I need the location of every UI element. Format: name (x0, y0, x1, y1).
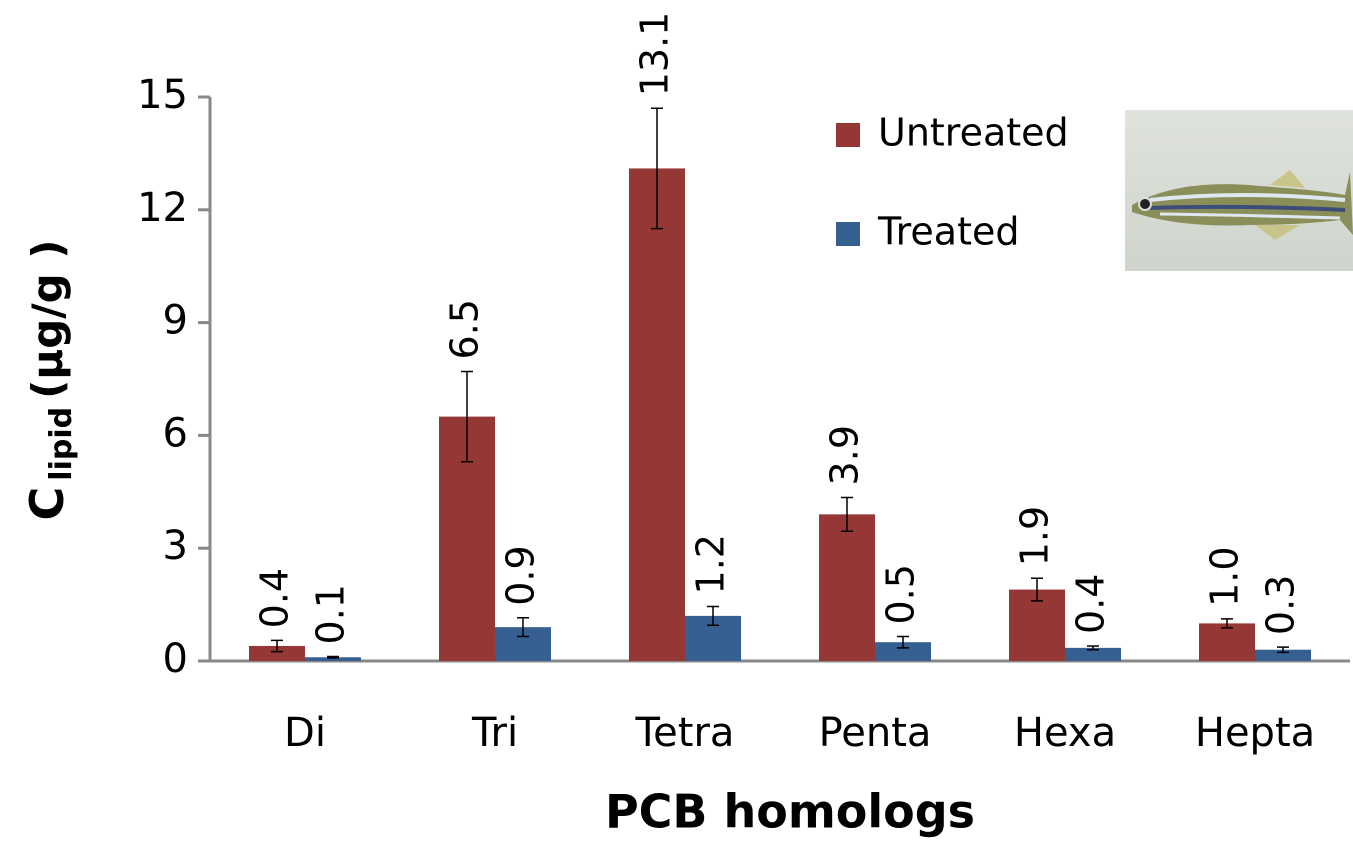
error-bar (1277, 646, 1289, 654)
bar (875, 642, 931, 661)
y-title-subscript: lipid (44, 407, 79, 481)
y-tick-label: 3 (163, 523, 188, 569)
fish-fin (1255, 225, 1300, 240)
error-bar (517, 617, 529, 638)
x-tick-label: Tetra (635, 710, 735, 756)
fish-photo (1125, 110, 1353, 271)
error-bar (1087, 645, 1099, 651)
data-label: 6.5 (443, 299, 487, 359)
error-bar (1031, 577, 1043, 602)
fish-stripe (1149, 193, 1346, 202)
x-tick-label: Hexa (1014, 710, 1116, 756)
data-label: 1.2 (689, 534, 733, 594)
bar (1255, 649, 1311, 661)
data-label: 0.1 (309, 584, 353, 644)
fish-body (1132, 172, 1353, 235)
data-label: 1.0 (1203, 546, 1247, 606)
legend-label: Treated (877, 210, 1019, 254)
error-bar (271, 639, 283, 653)
fish-stripe (1159, 212, 1341, 220)
fish-fin (1270, 170, 1305, 188)
error-bar (1221, 618, 1233, 629)
bar (629, 168, 685, 661)
data-label: 3.9 (823, 425, 867, 485)
error-bar (841, 496, 853, 533)
error-bar (327, 655, 339, 659)
x-tick-label: Di (284, 710, 326, 756)
y-tick-label: 6 (163, 410, 188, 456)
bar (1199, 623, 1255, 661)
legend-swatch (836, 222, 860, 246)
y-title-unit: (µg/g ) (23, 240, 72, 399)
legend-label: Untreated (878, 111, 1069, 155)
data-label: 0.5 (879, 564, 923, 624)
data-label: 0.4 (253, 568, 297, 628)
data-label: 0.9 (499, 545, 543, 605)
error-bar (897, 635, 909, 649)
y-title-main: C (20, 487, 74, 521)
y-tick-label: 0 (163, 636, 188, 682)
y-tick-label: 15 (137, 72, 188, 118)
x-tick-label: Tri (471, 710, 518, 756)
y-tick-label: 9 (163, 298, 188, 344)
bar (305, 657, 361, 661)
error-bar (651, 107, 663, 230)
data-label: 0.4 (1069, 574, 1113, 634)
x-tick-label: Hepta (1195, 710, 1315, 756)
data-label: 1.9 (1013, 506, 1057, 566)
data-label: 0.3 (1259, 575, 1303, 635)
x-tick-label: Penta (819, 710, 932, 756)
legend-swatch (836, 123, 860, 147)
error-bar (461, 370, 473, 463)
data-label: 13.1 (633, 12, 677, 97)
fish-eye (1138, 197, 1152, 211)
bar (1065, 647, 1121, 661)
x-title: PCB homologs (605, 785, 975, 839)
y-tick-label: 12 (137, 185, 188, 231)
y-title: Clipid (µg/g ) (20, 240, 79, 521)
fish-stripe (1149, 204, 1346, 212)
bar (249, 645, 305, 661)
bar (819, 514, 875, 661)
error-bar (707, 605, 719, 627)
